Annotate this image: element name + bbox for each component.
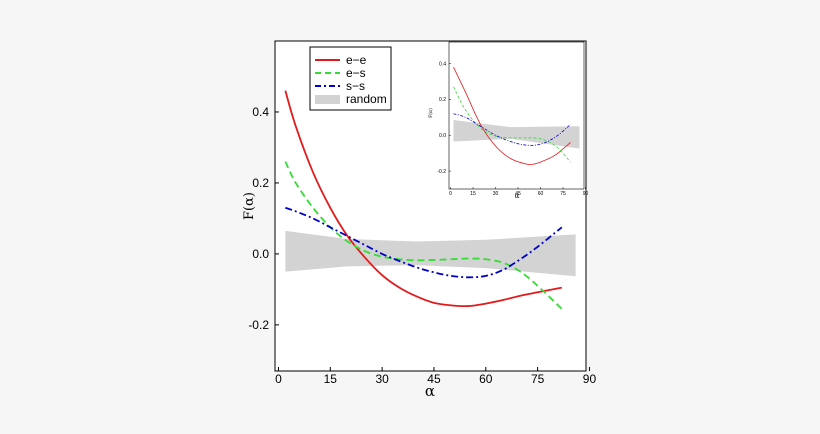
legend-label-e-e: e−e [346,53,367,67]
inset-x-tick-label: 0 [449,191,452,197]
legend-label-s-s: s−s [346,79,365,93]
inset-x-tick-label: 30 [493,191,499,197]
main-lines-layer [284,90,563,310]
inset-y-axis-title: F(α) [427,108,434,118]
main-x-tick-label: 60 [479,372,493,386]
legend-box [309,46,392,111]
main-x-tick-label: 75 [531,372,545,386]
legend-label-e-s: e−s [346,66,366,80]
inset-plot-frame [448,41,585,190]
inset-series-e-e-line [453,66,571,165]
main-series-e-e-line [284,90,562,308]
main-x-tick-label: 0 [275,372,282,386]
main-x-tick-label: 15 [324,372,338,386]
main-y-tick-label: 0.4 [252,105,269,119]
inset-y-tick-label: -0.2 [437,169,446,175]
inset-y-axis: -0.2 0.0 0.2 0.4 [437,61,451,175]
main-x-axis-title: α [425,382,435,400]
inset-chart: 0 15 30 45 60 75 90 -0.2 0.0 0.2 0.4 α F(α) [427,41,588,200]
inset-x-axis: 0 15 30 45 60 75 90 [449,187,588,197]
inset-x-axis-title: α [515,192,520,200]
inset-x-tick-label: 60 [538,191,544,197]
main-y-tick-label: 0.0 [252,247,269,261]
main-x-axis: 0 15 30 45 60 75 90 [275,367,596,386]
legend-label-random: random [346,92,387,106]
inset-x-tick-label: 45 [515,191,521,197]
inset-lines-layer [453,66,571,165]
inset-x-tick-label: 15 [470,191,476,197]
legend-swatch-random [315,95,340,104]
inset-y-tick-label: 0.4 [439,61,446,67]
inset-x-tick-label: 90 [583,191,589,197]
main-y-tick-label: 0.2 [252,176,269,190]
inset-series-s-s-line [453,113,571,146]
main-x-tick-label: 45 [427,372,441,386]
main-series-e-s-line [284,161,563,310]
main-y-tick-label: -0.2 [248,318,269,332]
inset-y-tick-label: 0.2 [439,97,446,103]
main-x-tick-label: 30 [375,372,389,386]
legend: e−e e−s s−s random [309,46,392,111]
inset-y-tick-label: 0.0 [439,133,446,139]
main-y-axis-title: F(α) [242,192,257,220]
inset-series-random-band [453,119,580,149]
main-x-tick-label: 90 [583,372,597,386]
main-y-axis: -0.2 0.0 0.2 0.4 [248,105,279,332]
inset-band-layer [453,119,580,149]
inset-series-e-s-line [453,86,571,163]
inset-x-tick-label: 75 [560,191,566,197]
